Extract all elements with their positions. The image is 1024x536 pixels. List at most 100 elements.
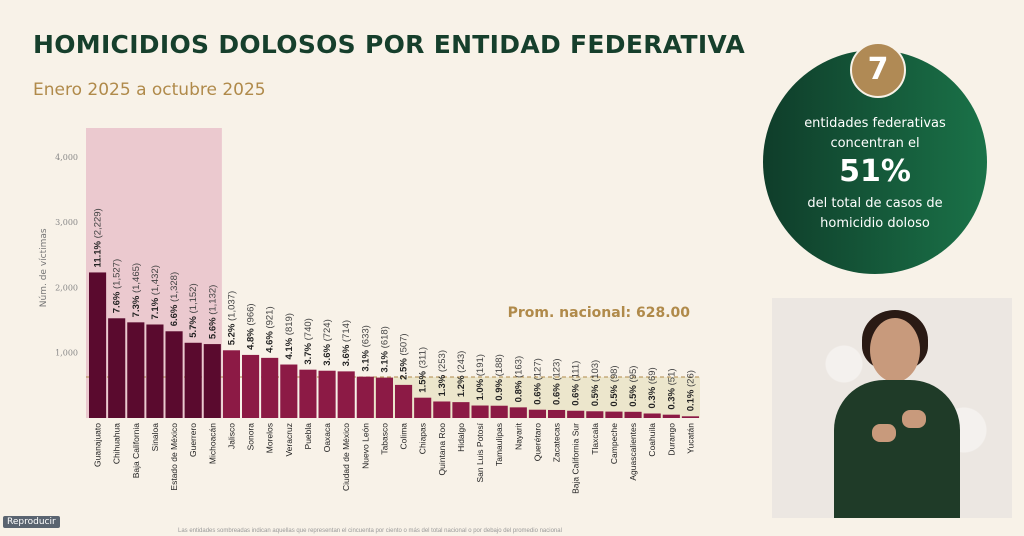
- data-label-percent: 3.1%: [379, 350, 390, 372]
- data-label-percent: 5.7%: [188, 316, 199, 338]
- sign-language-video[interactable]: [772, 298, 1012, 518]
- bar: [643, 413, 661, 418]
- data-label: 0.5% (95): [628, 366, 639, 407]
- data-label: 3.6% (714): [341, 320, 352, 366]
- data-label-percent: 0.1%: [685, 389, 696, 411]
- data-label-value: (819): [284, 313, 295, 338]
- data-label-value: (1,328): [169, 272, 180, 305]
- data-label: 3.1% (633): [360, 325, 371, 371]
- bar: [299, 369, 317, 418]
- bar: [184, 342, 202, 418]
- callout-percent: 51%: [839, 154, 911, 189]
- data-label: 0.6% (123): [552, 358, 563, 404]
- callout-line2: concentran el: [830, 136, 920, 151]
- category-label: Aguascalientes: [628, 423, 638, 481]
- category-label: Nayarit: [513, 422, 523, 450]
- data-label-value: (103): [590, 360, 601, 385]
- data-label-value: (618): [379, 326, 390, 351]
- data-label: 4.1% (819): [284, 313, 295, 359]
- y-tick-label: 2,000: [55, 283, 78, 292]
- bar: [624, 411, 642, 418]
- data-label: 7.3% (1,465): [131, 263, 142, 317]
- data-label-percent: 0.5%: [628, 385, 639, 407]
- data-label: 0.3% (69): [647, 367, 658, 408]
- bar: [337, 371, 355, 418]
- data-label-percent: 0.3%: [647, 386, 658, 408]
- data-label-percent: 4.6%: [265, 331, 276, 353]
- data-label: 0.9% (188): [494, 354, 505, 400]
- data-label-value: (714): [341, 320, 352, 345]
- data-label: 0.6% (111): [571, 361, 582, 406]
- data-label: 3.1% (618): [379, 326, 390, 372]
- category-label: Tlaxcala: [590, 423, 600, 455]
- callout-number-badge: 7: [850, 42, 906, 98]
- bar: [395, 384, 413, 418]
- data-label: 0.6% (127): [532, 358, 543, 404]
- category-label: Quintana Roo: [437, 423, 447, 476]
- data-label: 11.1% (2,229): [93, 208, 104, 267]
- data-label-value: (191): [475, 354, 486, 379]
- bar: [490, 405, 508, 418]
- category-label: Campeche: [609, 423, 619, 464]
- bar: [356, 376, 374, 418]
- bar: [567, 410, 585, 418]
- data-label: 5.6% (1,132): [207, 285, 218, 339]
- data-label-percent: 3.6%: [341, 344, 352, 366]
- category-label: Ciudad de México: [341, 423, 351, 491]
- category-label: Guanajuato: [93, 423, 103, 467]
- bar: [261, 357, 279, 418]
- interpreter-face: [870, 318, 920, 382]
- data-label-percent: 3.1%: [360, 349, 371, 371]
- data-label: 7.6% (1,527): [112, 259, 123, 313]
- y-tick-label: 1,000: [55, 349, 78, 358]
- bar: [203, 344, 221, 418]
- data-label: 3.7% (740): [303, 318, 314, 364]
- y-tick-label: 3,000: [55, 218, 78, 227]
- bar: [89, 272, 107, 418]
- data-label-percent: 0.5%: [590, 384, 601, 406]
- data-label: 2.5% (507): [399, 333, 410, 379]
- data-label: 1.3% (253): [437, 350, 448, 396]
- callout-line4: homicidio doloso: [820, 216, 930, 231]
- data-label-percent: 0.3%: [666, 387, 677, 409]
- category-label: Estado de México: [169, 423, 179, 491]
- play-button[interactable]: Reproducir: [3, 516, 60, 528]
- data-label-value: (26): [685, 370, 696, 390]
- data-label-value: (1,527): [112, 259, 123, 292]
- category-label: Puebla: [303, 423, 313, 450]
- data-label-value: (163): [513, 356, 524, 381]
- data-label: 0.1% (26): [685, 370, 696, 411]
- category-label: Baja California: [131, 423, 141, 479]
- page-subtitle: Enero 2025 a octubre 2025: [33, 80, 266, 100]
- footnote: Las entidades sombreadas indican aquella…: [178, 528, 562, 534]
- category-label: Tabasco: [379, 423, 389, 455]
- bar: [662, 414, 680, 418]
- data-label-value: (253): [437, 350, 448, 375]
- category-label: Oaxaca: [322, 423, 332, 453]
- data-label-percent: 0.5%: [609, 384, 620, 406]
- data-label-percent: 1.5%: [418, 370, 429, 392]
- data-label-percent: 3.6%: [322, 344, 333, 366]
- category-label: Hidalgo: [456, 423, 466, 452]
- bar: [509, 407, 527, 418]
- average-label: Prom. nacional: 628.00: [508, 305, 691, 321]
- data-label: 5.2% (1,037): [226, 291, 237, 345]
- bar: [528, 409, 546, 418]
- data-label: 4.6% (921): [265, 306, 276, 352]
- data-label-value: (123): [552, 358, 563, 383]
- bar: [222, 350, 240, 418]
- callout-line3: del total de casos de: [807, 196, 943, 211]
- category-label: Durango: [666, 423, 676, 456]
- data-label-value: (111): [571, 361, 582, 384]
- bar-chart: Prom. nacional: 628.00 1,000 2,000 3,000 4,0…: [39, 128, 700, 494]
- category-label: Coahuila: [647, 423, 657, 457]
- interpreter-hand: [872, 424, 896, 442]
- bar: [471, 405, 489, 418]
- data-label: 0.3% (51): [666, 368, 677, 409]
- data-label-value: (633): [360, 325, 371, 350]
- category-label: Michoacán: [207, 423, 217, 464]
- category-label: Zacatecas: [552, 423, 562, 462]
- interpreter-body: [834, 380, 960, 518]
- data-label-value: (243): [456, 351, 467, 376]
- y-axis-label: Núm. de víctimas: [39, 228, 49, 307]
